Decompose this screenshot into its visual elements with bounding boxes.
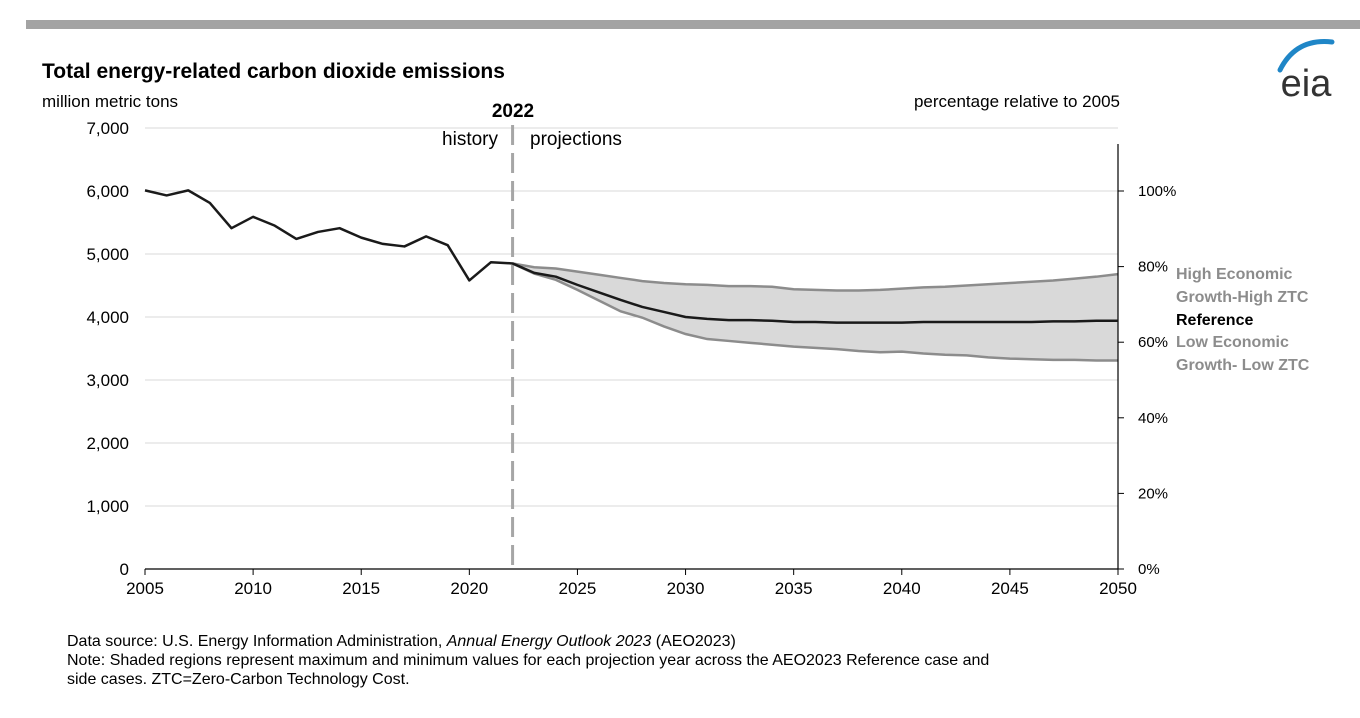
high-case-line [512,262,1119,292]
y-axis-label-left: million metric tons [42,92,178,111]
x-tick-label: 2035 [775,579,813,598]
low-case-line [512,262,1118,362]
x-tick-label: 2020 [450,579,488,598]
low-case-label-line1: Low Economic [1176,334,1289,351]
y-axis-label-right: percentage relative to 2005 [914,92,1120,111]
eia-logo-arc [1277,39,1335,73]
low-case-label-line2: Growth- Low ZTC [1176,357,1310,374]
y-tick-label-left: 1,000 [86,497,129,516]
y-tick-label-left: 6,000 [86,182,129,201]
x-tick-label: 2030 [667,579,705,598]
y-tick-label-left: 0 [120,560,129,579]
right-tick-label: 60% [1138,334,1168,351]
y-tick-label-left: 7,000 [86,119,129,138]
eia-logo-text: eia [1281,63,1333,105]
right-tick-label: 0% [1138,561,1160,578]
history-label: history [442,129,498,150]
high-case-label-line2: Growth-High ZTC [1176,289,1309,306]
divider-year-label: 2022 [492,101,534,122]
note-line-2: side cases. ZTC=Zero-Carbon Technology C… [67,671,410,688]
x-tick-label: 2025 [559,579,597,598]
y-tick-label-left: 5,000 [86,245,129,264]
projection-band [512,262,1119,362]
reference-line [144,189,1118,324]
chart-title: Total energy-related carbon dioxide emis… [42,60,505,83]
y-tick-label-left: 4,000 [86,308,129,327]
y-tick-label-left: 2,000 [86,434,129,453]
axis-labels: 0 1,000 2,000 3,000 4,000 5,000 6,000 7,000 2005… [86,119,1176,598]
right-tick-label: 100% [1138,183,1176,200]
projections-label: projections [530,129,622,150]
reference-label: Reference [1176,312,1253,329]
eia-logo-icon: eia [1277,39,1335,105]
band-area [512,263,1118,361]
x-tick-label: 2005 [126,579,164,598]
data-source-line: Data source: U.S. Energy Information Adm… [67,633,736,650]
right-tick-label: 40% [1138,410,1168,427]
x-tick-label: 2050 [1099,579,1137,598]
x-tick-label: 2015 [342,579,380,598]
right-tick-label: 20% [1138,485,1168,502]
axes [144,125,1124,575]
high-case-label-line1: High Economic [1176,266,1293,283]
right-tick-label: 80% [1138,259,1168,276]
source-title: Annual Energy Outlook 2023 [446,633,652,650]
note-line-1: Note: Shaded regions represent maximum a… [67,652,990,669]
series [144,189,1118,324]
x-tick-label: 2040 [883,579,921,598]
chart-footer: Data source: U.S. Energy Information Adm… [67,632,1217,689]
x-tick-label: 2045 [991,579,1029,598]
x-tick-label: 2010 [234,579,272,598]
top-banner-bar [26,20,1360,29]
y-tick-label-left: 3,000 [86,371,129,390]
